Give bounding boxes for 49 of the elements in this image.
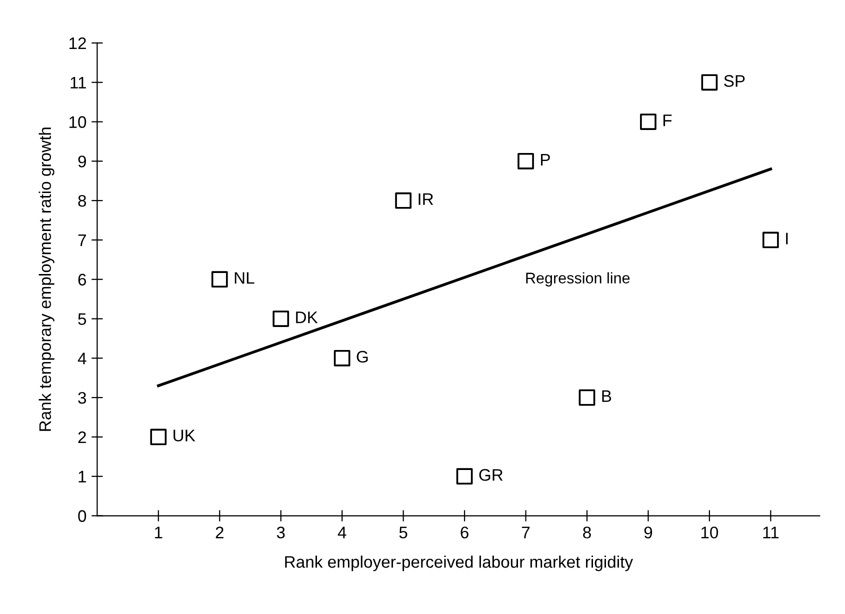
point <box>578 389 596 406</box>
annotation: DK <box>296 312 318 324</box>
y-tick-label: 10 <box>69 116 86 128</box>
x-tick-label: 9 <box>644 526 652 538</box>
point <box>211 271 228 288</box>
y-tick-label: 0 <box>78 510 86 522</box>
annotation: B <box>602 390 612 402</box>
point <box>640 114 656 130</box>
y-tick-label: 3 <box>78 392 86 404</box>
point <box>272 310 290 327</box>
x-tick-label: 11 <box>763 526 779 538</box>
annotation: NL <box>234 272 254 284</box>
point <box>395 192 412 209</box>
y-tick-label: 7 <box>78 234 86 246</box>
x-axis-title: Rank employer-perceived labour market rigidity <box>285 556 633 572</box>
annotation: G <box>356 350 368 363</box>
annotation: I <box>786 232 788 244</box>
point <box>518 152 534 170</box>
y-tick-label: 4 <box>78 352 86 364</box>
annotation: IR <box>418 193 434 205</box>
x-tick-label: 7 <box>522 526 530 538</box>
x-tick-label: 5 <box>399 526 408 538</box>
point <box>334 350 350 366</box>
annotation: GR <box>479 469 503 481</box>
annotation: P <box>541 154 550 166</box>
y-tick-label: 2 <box>78 431 86 443</box>
point <box>701 74 718 91</box>
y-tick-label: 9 <box>78 156 86 168</box>
y-tick-label: 1 <box>78 470 86 482</box>
x-tick-label: 2 <box>216 526 224 538</box>
y-axis-title: Rank temporary employment ratio growth <box>38 128 54 431</box>
point <box>456 468 473 485</box>
y-tick-label: 6 <box>78 274 86 286</box>
x-tick-label: 3 <box>276 526 285 538</box>
annotation: SP <box>724 75 745 87</box>
y-tick-label: 8 <box>78 194 86 207</box>
x-tick-label: 6 <box>460 526 468 538</box>
x-tick-label: 8 <box>583 526 591 538</box>
point <box>150 428 167 446</box>
annotation: F <box>663 114 672 126</box>
x-tick-label: 10 <box>701 526 718 538</box>
x-tick-label: 1 <box>155 526 162 538</box>
x-tick-label: 4 <box>338 526 346 538</box>
point <box>762 232 779 248</box>
y-tick-label: 5 <box>78 313 86 325</box>
y-tick-label: 11 <box>70 76 86 88</box>
y-tick-label: 12 <box>69 37 86 50</box>
annotation: UK <box>174 430 196 442</box>
annotation: Regression line <box>526 272 630 286</box>
